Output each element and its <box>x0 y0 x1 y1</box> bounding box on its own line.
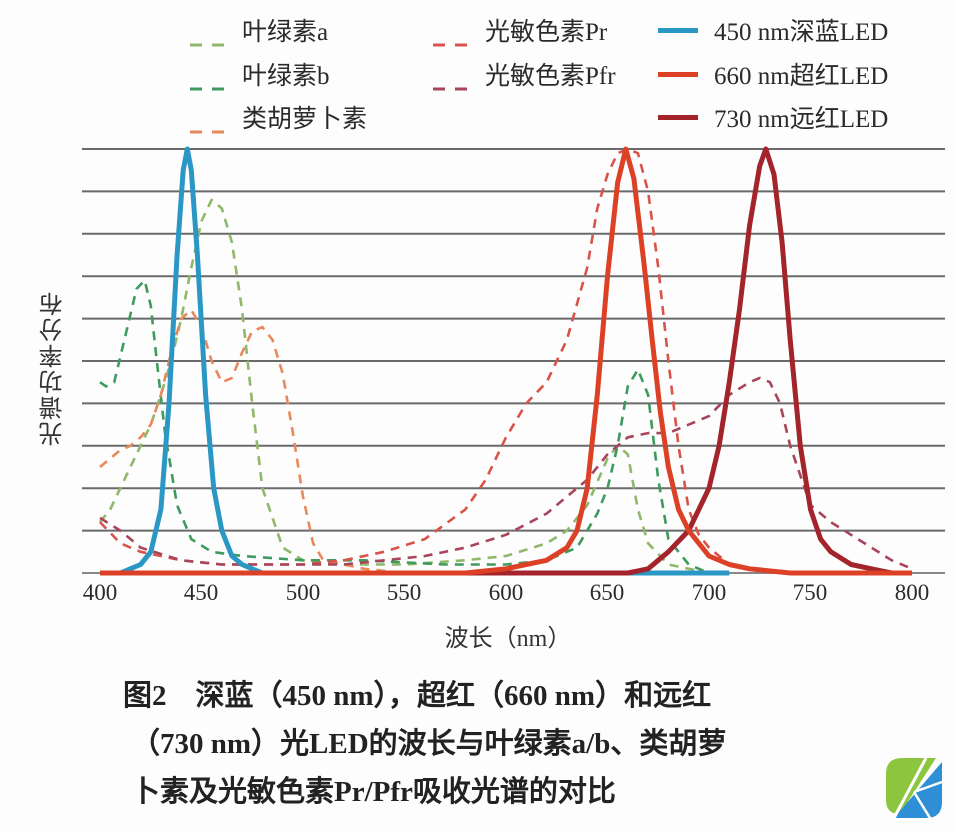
caption-line-2: （730 nm）光LED的波长与叶绿素a/b、类胡萝 <box>131 728 727 760</box>
legend-label: 叶绿素a <box>242 19 329 46</box>
spectral-curves <box>98 146 913 576</box>
legend-item-chlorophyll-a: 叶绿素a <box>190 12 328 48</box>
x-tick: 700 <box>691 580 727 605</box>
x-tick: 550 <box>386 580 422 605</box>
figure-caption: 图2 深蓝（450 nm），超红（660 nm）和远红 （730 nm）光LED… <box>95 672 895 816</box>
x-tick: 750 <box>792 580 828 605</box>
legend-label: 450 nm深蓝LED <box>714 19 889 46</box>
series-line <box>99 308 405 575</box>
legend-label: 730 nm远红LED <box>714 106 889 133</box>
legend-label: 660 nm超红LED <box>714 63 889 90</box>
leaf-logo-icon <box>886 757 943 819</box>
legend-swatch-solid-icon <box>658 114 698 120</box>
series-line <box>100 146 912 576</box>
legend-label: 类胡萝卜素 <box>242 106 368 133</box>
series-line <box>99 376 913 570</box>
series-line <box>99 279 710 575</box>
legend-item-450nm-led: 450 nm深蓝LED <box>658 12 888 48</box>
series-line <box>100 146 912 576</box>
legend-swatch-solid-icon <box>658 71 698 77</box>
x-tick: 450 <box>183 580 219 605</box>
x-tick: 800 <box>894 580 930 605</box>
caption-line-1: 图2 深蓝（450 nm），超红（660 nm）和远红 <box>123 680 712 712</box>
x-tick: 400 <box>82 580 118 605</box>
series-line <box>98 198 710 575</box>
x-tick: 600 <box>488 580 524 605</box>
legend-item-660nm-led: 660 nm超红LED <box>658 56 888 92</box>
legend-swatch-dashed-icon <box>190 27 234 47</box>
legend-item-phytochrome-pfr: 光敏色素Pfr <box>433 56 616 92</box>
caption-line-3: 卜素及光敏色素Pr/Pfr吸收光谱的对比 <box>131 776 616 808</box>
legend-label: 光敏色素Pr <box>485 19 608 46</box>
legend-item-carotenoid: 类胡萝卜素 <box>190 99 367 135</box>
x-tick: 500 <box>285 580 321 605</box>
legend-swatch-solid-icon <box>658 27 698 33</box>
y-axis-label: 光谱功率分布 <box>41 290 67 446</box>
legend-item-chlorophyll-b: 叶绿素b <box>190 56 330 92</box>
legend-swatch-dashed-icon <box>433 27 477 47</box>
x-tick: 650 <box>589 580 625 605</box>
legend-swatch-dashed-icon <box>433 71 477 91</box>
x-axis-label: 波长（nm） <box>444 626 572 652</box>
legend-label: 光敏色素Pfr <box>485 63 616 90</box>
legend-label: 叶绿素b <box>242 63 330 90</box>
legend-swatch-dashed-icon <box>190 114 234 134</box>
legend-item-730nm-led: 730 nm远红LED <box>658 99 888 135</box>
legend-swatch-dashed-icon <box>190 71 234 91</box>
legend-item-phytochrome-pr: 光敏色素Pr <box>433 12 607 48</box>
